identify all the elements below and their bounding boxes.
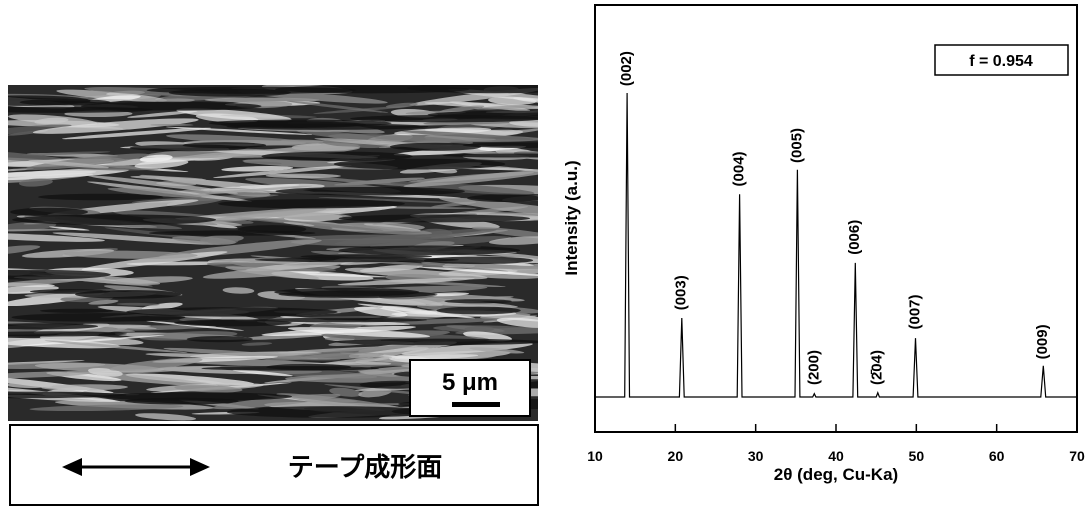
shadow — [467, 194, 543, 202]
shadow — [334, 339, 544, 345]
shadow — [174, 319, 292, 326]
x-tick-label: 10 — [587, 448, 603, 464]
shadow — [338, 245, 520, 255]
peak-label: (003) — [673, 275, 690, 310]
x-tick-label: 60 — [989, 448, 1005, 464]
shadow — [428, 111, 613, 119]
y-axis-label: Intensity (a.u.) — [562, 160, 581, 275]
xrd-line — [595, 93, 1077, 397]
peak-label: (004) — [731, 151, 748, 186]
shadow — [221, 121, 366, 128]
shadow — [130, 144, 248, 151]
figure: 5 μm テープ成形面 f = 0.954 2θ (deg, Cu-Ka) In… — [0, 0, 1090, 506]
annotation: f = 0.954 — [969, 53, 1033, 70]
shadow — [75, 290, 181, 299]
scale-bar — [452, 402, 500, 407]
shadow — [201, 366, 379, 371]
shadow — [38, 194, 163, 201]
shadow — [339, 214, 531, 222]
peak-label: (2̄04) — [869, 350, 886, 385]
peak-label: (005) — [788, 128, 805, 163]
x-tick-label: 70 — [1069, 448, 1085, 464]
x-tick-label: 50 — [909, 448, 925, 464]
x-tick-label: 30 — [748, 448, 764, 464]
shadow — [20, 99, 111, 105]
shadow — [463, 142, 589, 148]
x-tick-label: 20 — [668, 448, 684, 464]
shadow — [102, 392, 292, 400]
shadow — [218, 199, 405, 208]
x-axis-label: 2θ (deg, Cu-Ka) — [774, 465, 898, 484]
shadow — [390, 143, 481, 151]
peak-label: (200) — [805, 350, 822, 385]
shadow — [187, 336, 253, 342]
page: {"image_panel": {"scale_bar": "5 μm", "c… — [0, 0, 1090, 506]
shadow — [443, 154, 593, 158]
shadow — [12, 214, 216, 225]
shadow — [436, 307, 520, 315]
shadow — [334, 159, 506, 170]
shadow — [300, 254, 432, 258]
scale-label: 5 μm — [442, 369, 498, 396]
shadow — [40, 309, 113, 313]
caption: テープ成形面 — [288, 452, 442, 482]
peak-label: (002) — [618, 51, 635, 86]
shadow — [227, 406, 436, 418]
peak-label: (009) — [1034, 324, 1051, 359]
x-tick-label: 40 — [828, 448, 844, 464]
shadow — [126, 307, 338, 316]
shadow — [275, 187, 465, 196]
peak-label: (007) — [906, 294, 923, 329]
shadow — [278, 291, 435, 298]
shadow — [147, 87, 357, 94]
shadow — [238, 225, 307, 233]
caption-box — [10, 425, 538, 505]
peak-label: (006) — [846, 220, 863, 255]
shadow — [444, 299, 511, 303]
